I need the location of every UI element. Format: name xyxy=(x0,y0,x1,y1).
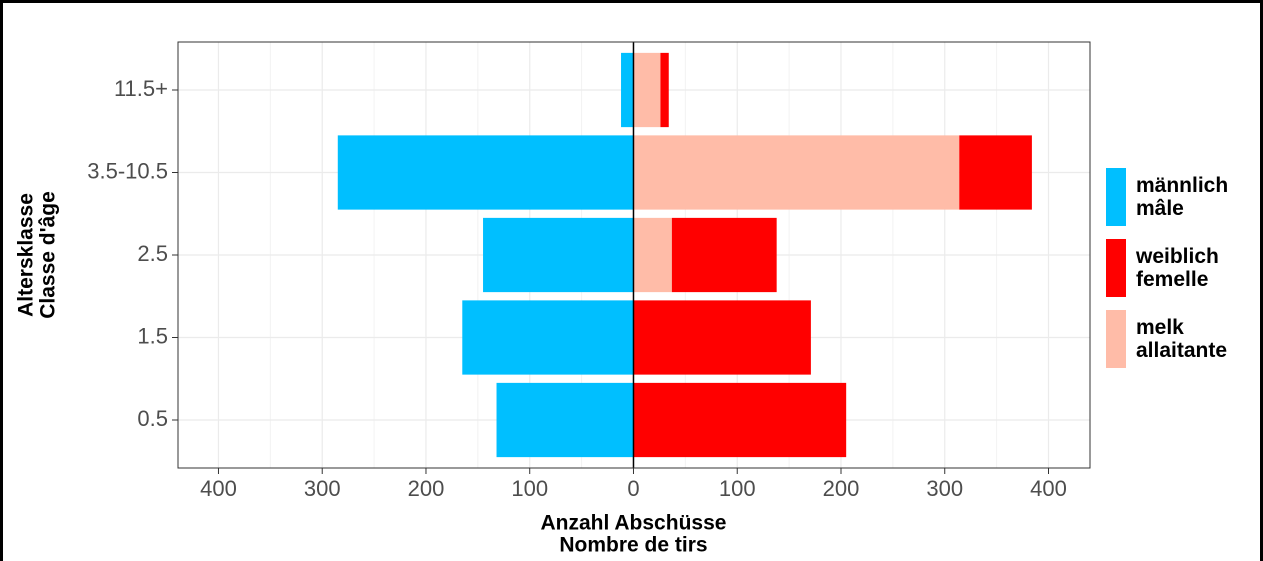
bar xyxy=(660,52,669,128)
y-axis-title: Classe d'âge xyxy=(37,191,60,319)
bar xyxy=(633,382,847,458)
panel-border xyxy=(177,41,1091,469)
y-tick-label: 2.5 xyxy=(137,241,168,266)
x-tick-label: 300 xyxy=(926,476,963,501)
x-axis-title: Anzahl Abschüsse xyxy=(541,512,727,535)
legend-label: melk allaitante xyxy=(1136,316,1228,362)
x-tick-label: 400 xyxy=(200,476,237,501)
y-tick-label: 1.5 xyxy=(137,323,168,348)
bar xyxy=(483,217,634,293)
bar xyxy=(337,135,634,210)
y-tick-label: 3.5-10.5 xyxy=(87,158,168,183)
x-tick-label: 400 xyxy=(1030,476,1067,501)
x-tick-label: 100 xyxy=(511,476,548,501)
x-tick-label: 200 xyxy=(408,476,445,501)
legend: männlich mâle weiblich femelle melk allait… xyxy=(1106,168,1263,381)
legend-item: melk allaitante xyxy=(1106,310,1263,368)
bar xyxy=(633,217,672,293)
legend-swatch xyxy=(1106,239,1126,297)
bar xyxy=(462,300,634,375)
bar xyxy=(633,300,811,375)
y-tick-label: 11.5+ xyxy=(114,76,168,101)
bar xyxy=(633,52,661,128)
legend-item: weiblich femelle xyxy=(1106,239,1263,297)
x-tick-label: 200 xyxy=(823,476,860,501)
legend-swatch xyxy=(1106,310,1126,368)
y-axis-title: Altersklasse xyxy=(15,193,38,317)
x-tick-label: 100 xyxy=(719,476,756,501)
legend-label: weiblich femelle xyxy=(1136,245,1219,291)
bar xyxy=(621,52,634,128)
x-tick-label: 0 xyxy=(627,476,639,501)
legend-label: männlich mâle xyxy=(1136,174,1229,220)
bar xyxy=(496,382,634,458)
x-tick-label: 300 xyxy=(304,476,341,501)
bar xyxy=(671,217,777,293)
bar xyxy=(959,135,1032,210)
x-axis-title: Nombre de tirs xyxy=(559,534,707,557)
y-tick-label: 0.5 xyxy=(137,406,168,431)
legend-swatch xyxy=(1106,168,1126,226)
bar xyxy=(633,135,960,210)
legend-item: männlich mâle xyxy=(1106,168,1263,226)
